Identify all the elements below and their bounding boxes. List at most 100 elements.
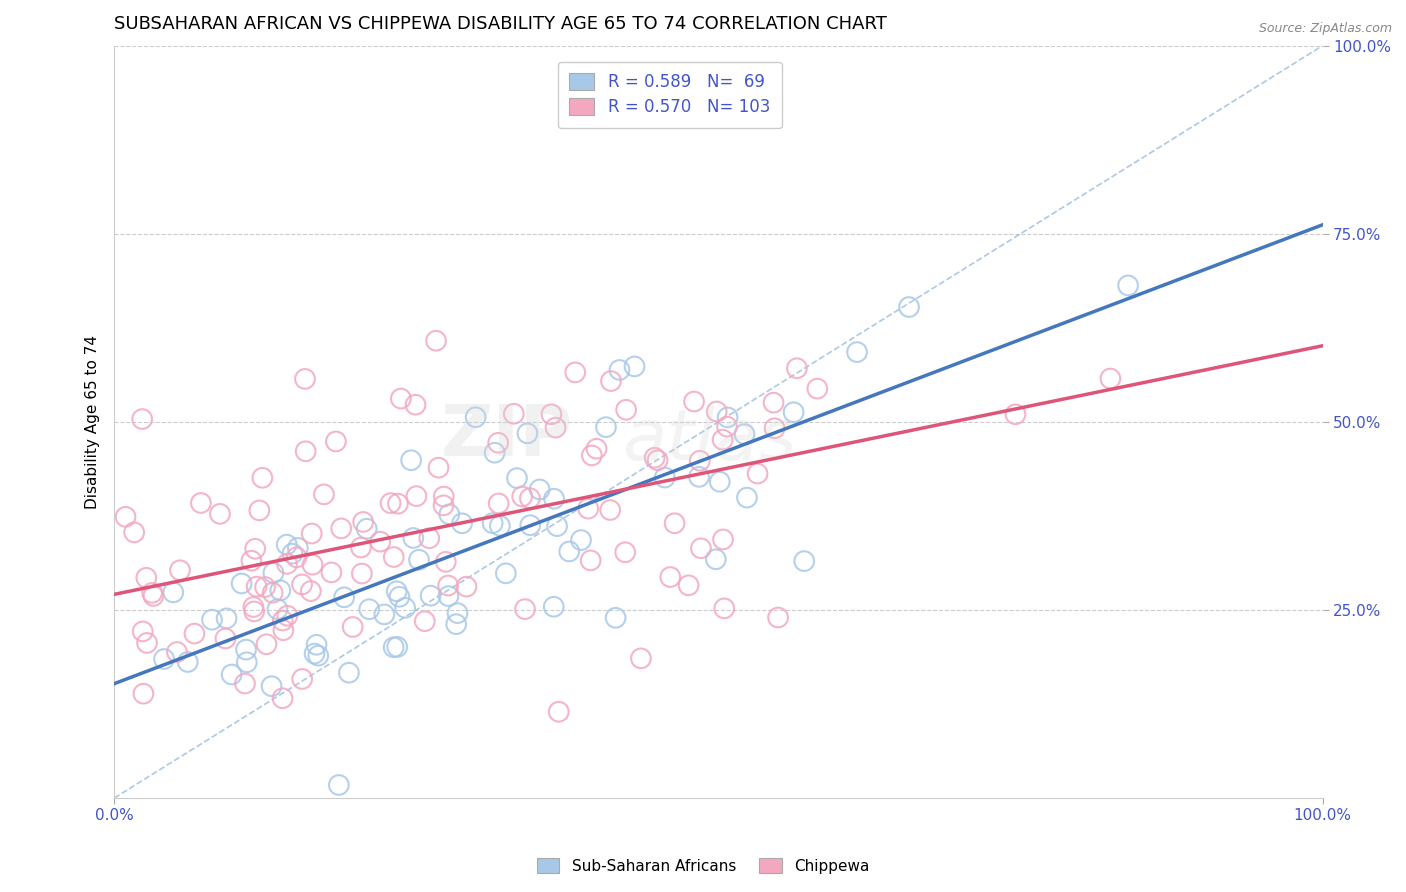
Text: ZIP: ZIP (441, 402, 574, 471)
Point (132, 624, 155, 639)
Point (510, 490, 533, 504)
Point (444, 617, 467, 632)
Point (690, 541, 713, 556)
Point (717, 410, 740, 425)
Point (547, 705, 569, 719)
Point (623, 359, 645, 374)
Point (747, 467, 769, 481)
Point (307, 648, 329, 663)
Point (716, 419, 738, 434)
Legend: Sub-Saharan Africans, Chippewa: Sub-Saharan Africans, Chippewa (530, 852, 876, 880)
Point (564, 365, 586, 379)
Point (688, 470, 710, 484)
Point (356, 522, 378, 536)
Point (806, 382, 828, 396)
Point (433, 490, 456, 504)
Point (664, 516, 686, 531)
Text: SUBSAHARAN AFRICAN VS CHIPPEWA DISABILITY AGE 65 TO 74 CORRELATION CHART: SUBSAHARAN AFRICAN VS CHIPPEWA DISABILIT… (114, 15, 887, 33)
Point (135, 571, 157, 585)
Point (281, 547, 304, 561)
Point (394, 600, 416, 615)
Point (678, 578, 700, 592)
Point (325, 434, 347, 449)
Point (446, 606, 468, 620)
Point (132, 687, 155, 701)
Point (427, 460, 450, 475)
Point (419, 589, 441, 603)
Point (330, 521, 353, 535)
Point (243, 541, 266, 556)
Point (368, 534, 391, 549)
Point (387, 497, 409, 511)
Point (291, 577, 314, 591)
Point (762, 395, 785, 409)
Point (177, 655, 200, 669)
Point (236, 655, 259, 669)
Point (484, 446, 506, 460)
Point (1116, 278, 1139, 293)
Text: Source: ZipAtlas.com: Source: ZipAtlas.com (1258, 22, 1392, 36)
Point (166, 645, 188, 659)
Point (153, 652, 176, 666)
Point (529, 483, 551, 497)
Point (579, 553, 602, 567)
Point (252, 471, 274, 485)
Point (544, 420, 567, 434)
Point (405, 398, 427, 412)
Point (208, 507, 231, 521)
Point (609, 363, 631, 377)
Point (235, 642, 257, 657)
Point (312, 487, 335, 501)
Point (190, 496, 212, 510)
Point (337, 665, 360, 680)
Point (600, 374, 623, 388)
Text: atlas: atlas (621, 406, 796, 475)
Point (546, 519, 568, 533)
Point (294, 372, 316, 386)
Point (321, 566, 343, 580)
Point (644, 450, 666, 465)
Point (262, 586, 284, 600)
Point (271, 614, 294, 628)
Point (495, 566, 517, 581)
Point (711, 433, 734, 447)
Point (399, 453, 422, 467)
Point (569, 533, 592, 547)
Point (713, 601, 735, 615)
Point (273, 623, 295, 637)
Point (540, 407, 562, 421)
Point (382, 549, 405, 564)
Point (183, 626, 205, 640)
Point (464, 410, 486, 425)
Point (513, 602, 536, 616)
Point (359, 602, 381, 616)
Point (898, 300, 921, 314)
Point (711, 533, 734, 547)
Point (405, 489, 427, 503)
Point (709, 475, 731, 489)
Point (502, 407, 524, 421)
Point (291, 672, 314, 686)
Point (519, 518, 541, 533)
Point (333, 591, 356, 605)
Point (1099, 371, 1122, 385)
Point (425, 334, 447, 348)
Point (231, 576, 253, 591)
Point (352, 515, 374, 529)
Point (516, 426, 538, 441)
Point (243, 604, 266, 618)
Point (254, 580, 277, 594)
Point (294, 444, 316, 458)
Point (793, 554, 815, 568)
Legend: R = 0.589   N=  69, R = 0.570   N= 103: R = 0.589 N= 69, R = 0.570 N= 103 (558, 62, 782, 128)
Point (1004, 407, 1026, 421)
Point (439, 508, 461, 522)
Point (614, 545, 637, 559)
Point (276, 538, 298, 552)
Point (269, 583, 291, 598)
Point (418, 531, 440, 545)
Point (599, 503, 621, 517)
Point (704, 552, 727, 566)
Point (434, 555, 457, 569)
Point (240, 554, 263, 568)
